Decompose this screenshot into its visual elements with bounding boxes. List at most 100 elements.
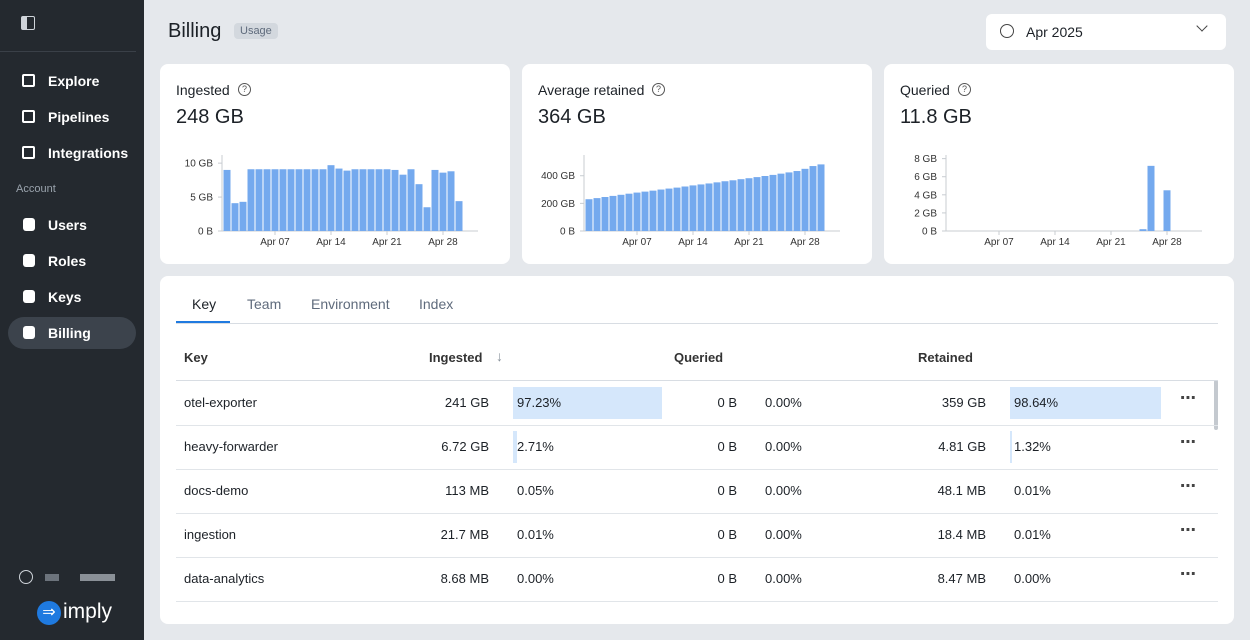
ingested: 241 GB — [444, 395, 489, 410]
logo-mark: ⇒ — [37, 601, 61, 625]
x-tick-label: Apr 28 — [790, 237, 820, 248]
row-divider — [176, 469, 1218, 470]
ingested-share: 0.00% — [517, 571, 554, 586]
redacted — [80, 574, 115, 581]
bar — [303, 169, 311, 231]
nav-item[interactable]: Explore — [48, 73, 100, 89]
total: 364 GB — [538, 106, 606, 128]
bar — [335, 168, 343, 231]
row-menu[interactable]: ⋯ — [1180, 390, 1196, 407]
bar — [343, 170, 351, 231]
tab[interactable]: Team — [247, 296, 282, 312]
bar — [319, 169, 327, 231]
row-menu[interactable]: ⋯ — [1180, 566, 1196, 583]
y-tick-label: 0 B — [922, 227, 937, 238]
row-menu[interactable]: ⋯ — [1180, 434, 1196, 451]
x-tick-label: Apr 14 — [316, 237, 346, 248]
bar — [415, 184, 423, 231]
column-header[interactable]: Ingested — [429, 350, 483, 365]
collapse-icon[interactable] — [21, 16, 35, 30]
nav-item[interactable]: Pipelines — [48, 109, 110, 125]
retained-share: 0.01% — [1014, 483, 1051, 498]
y-tick-label: 400 GB — [541, 171, 575, 182]
bar — [633, 192, 641, 231]
nav-icon — [23, 290, 35, 303]
tab[interactable]: Index — [419, 296, 454, 312]
bar — [255, 169, 263, 231]
queried: 0 B — [717, 571, 737, 586]
y-tick-label: 4 GB — [914, 190, 937, 201]
bar — [817, 164, 825, 231]
bar — [239, 201, 247, 231]
ingested-share: 0.05% — [517, 483, 554, 498]
bar — [737, 179, 745, 231]
nav-item[interactable]: Roles — [48, 253, 87, 269]
bar — [439, 172, 447, 231]
card-title: Ingested — [176, 82, 230, 98]
bar — [593, 198, 601, 231]
column-header[interactable]: Queried — [674, 350, 724, 365]
bar — [793, 171, 801, 231]
y-tick-label: 6 GB — [914, 172, 937, 183]
bar — [383, 169, 391, 231]
ingested-share: 0.01% — [517, 527, 554, 542]
bar — [263, 169, 271, 231]
help-icon[interactable]: ? — [958, 83, 971, 96]
retained-share: 1.32% — [1014, 439, 1051, 454]
scrollbar[interactable] — [1214, 380, 1218, 430]
ingested: 8.68 MB — [440, 571, 489, 586]
bar — [375, 169, 383, 231]
ingested: 6.72 GB — [441, 439, 489, 454]
table-card: Key Team Environment Index Key Ingested Querie… — [160, 276, 1234, 624]
share-bar — [1010, 431, 1013, 463]
tab[interactable]: Environment — [311, 296, 390, 312]
bar — [231, 203, 239, 231]
queried: 0 B — [717, 439, 737, 454]
bar — [649, 190, 657, 231]
key: data-analytics — [184, 571, 265, 586]
nav-item[interactable]: Billing — [48, 325, 91, 341]
bar — [801, 168, 809, 231]
row-menu[interactable]: ⋯ — [1180, 522, 1196, 539]
bar — [689, 185, 697, 231]
bar — [761, 176, 769, 231]
row-menu[interactable]: ⋯ — [1180, 478, 1196, 495]
bar — [223, 169, 231, 231]
queried: 0 B — [717, 395, 737, 410]
help-icon[interactable]: ? — [652, 83, 665, 96]
bar — [271, 169, 279, 231]
bar — [311, 169, 319, 231]
x-tick-label: Apr 14 — [1040, 237, 1070, 248]
bar — [809, 166, 817, 231]
nav-item[interactable]: Users — [48, 217, 87, 233]
retained: 359 GB — [941, 395, 986, 410]
metric-card: Queried 11.8 GB? 0 B 2 GB 4 GB 6 GB 8 GB Apr 07… — [884, 64, 1234, 264]
retained-share: 0.00% — [1014, 571, 1051, 586]
x-tick-label: Apr 21 — [372, 237, 402, 248]
x-tick-label: Apr 21 — [734, 237, 764, 248]
bar — [697, 184, 705, 231]
x-tick-label: Apr 07 — [622, 237, 652, 248]
key: docs-demo — [184, 483, 249, 498]
date-value: Apr 2025 — [1026, 24, 1083, 40]
bar — [359, 169, 367, 231]
date-picker[interactable]: Apr 2025 — [986, 14, 1226, 50]
help-icon[interactable]: ? — [238, 83, 251, 96]
bar — [609, 195, 617, 231]
column-header[interactable]: Retained — [918, 350, 973, 365]
user-icon[interactable] — [19, 570, 33, 584]
bar — [785, 172, 793, 231]
nav-item[interactable]: Integrations — [48, 145, 129, 161]
section-label: Account — [16, 183, 56, 195]
tab[interactable]: Key — [192, 296, 217, 312]
x-tick-label: Apr 14 — [678, 237, 708, 248]
redacted — [45, 574, 59, 581]
bar — [721, 181, 729, 231]
queried-share: 0.00% — [765, 527, 802, 542]
bar — [729, 180, 737, 231]
bar — [367, 169, 375, 231]
retained: 8.47 MB — [937, 571, 986, 586]
nav-item[interactable]: Keys — [48, 289, 82, 305]
chart: 0 B 2 GB 4 GB 6 GB 8 GB Apr 07 Apr 14 Apr 21 Apr… — [914, 154, 1202, 248]
column-header[interactable]: Key — [184, 350, 208, 365]
